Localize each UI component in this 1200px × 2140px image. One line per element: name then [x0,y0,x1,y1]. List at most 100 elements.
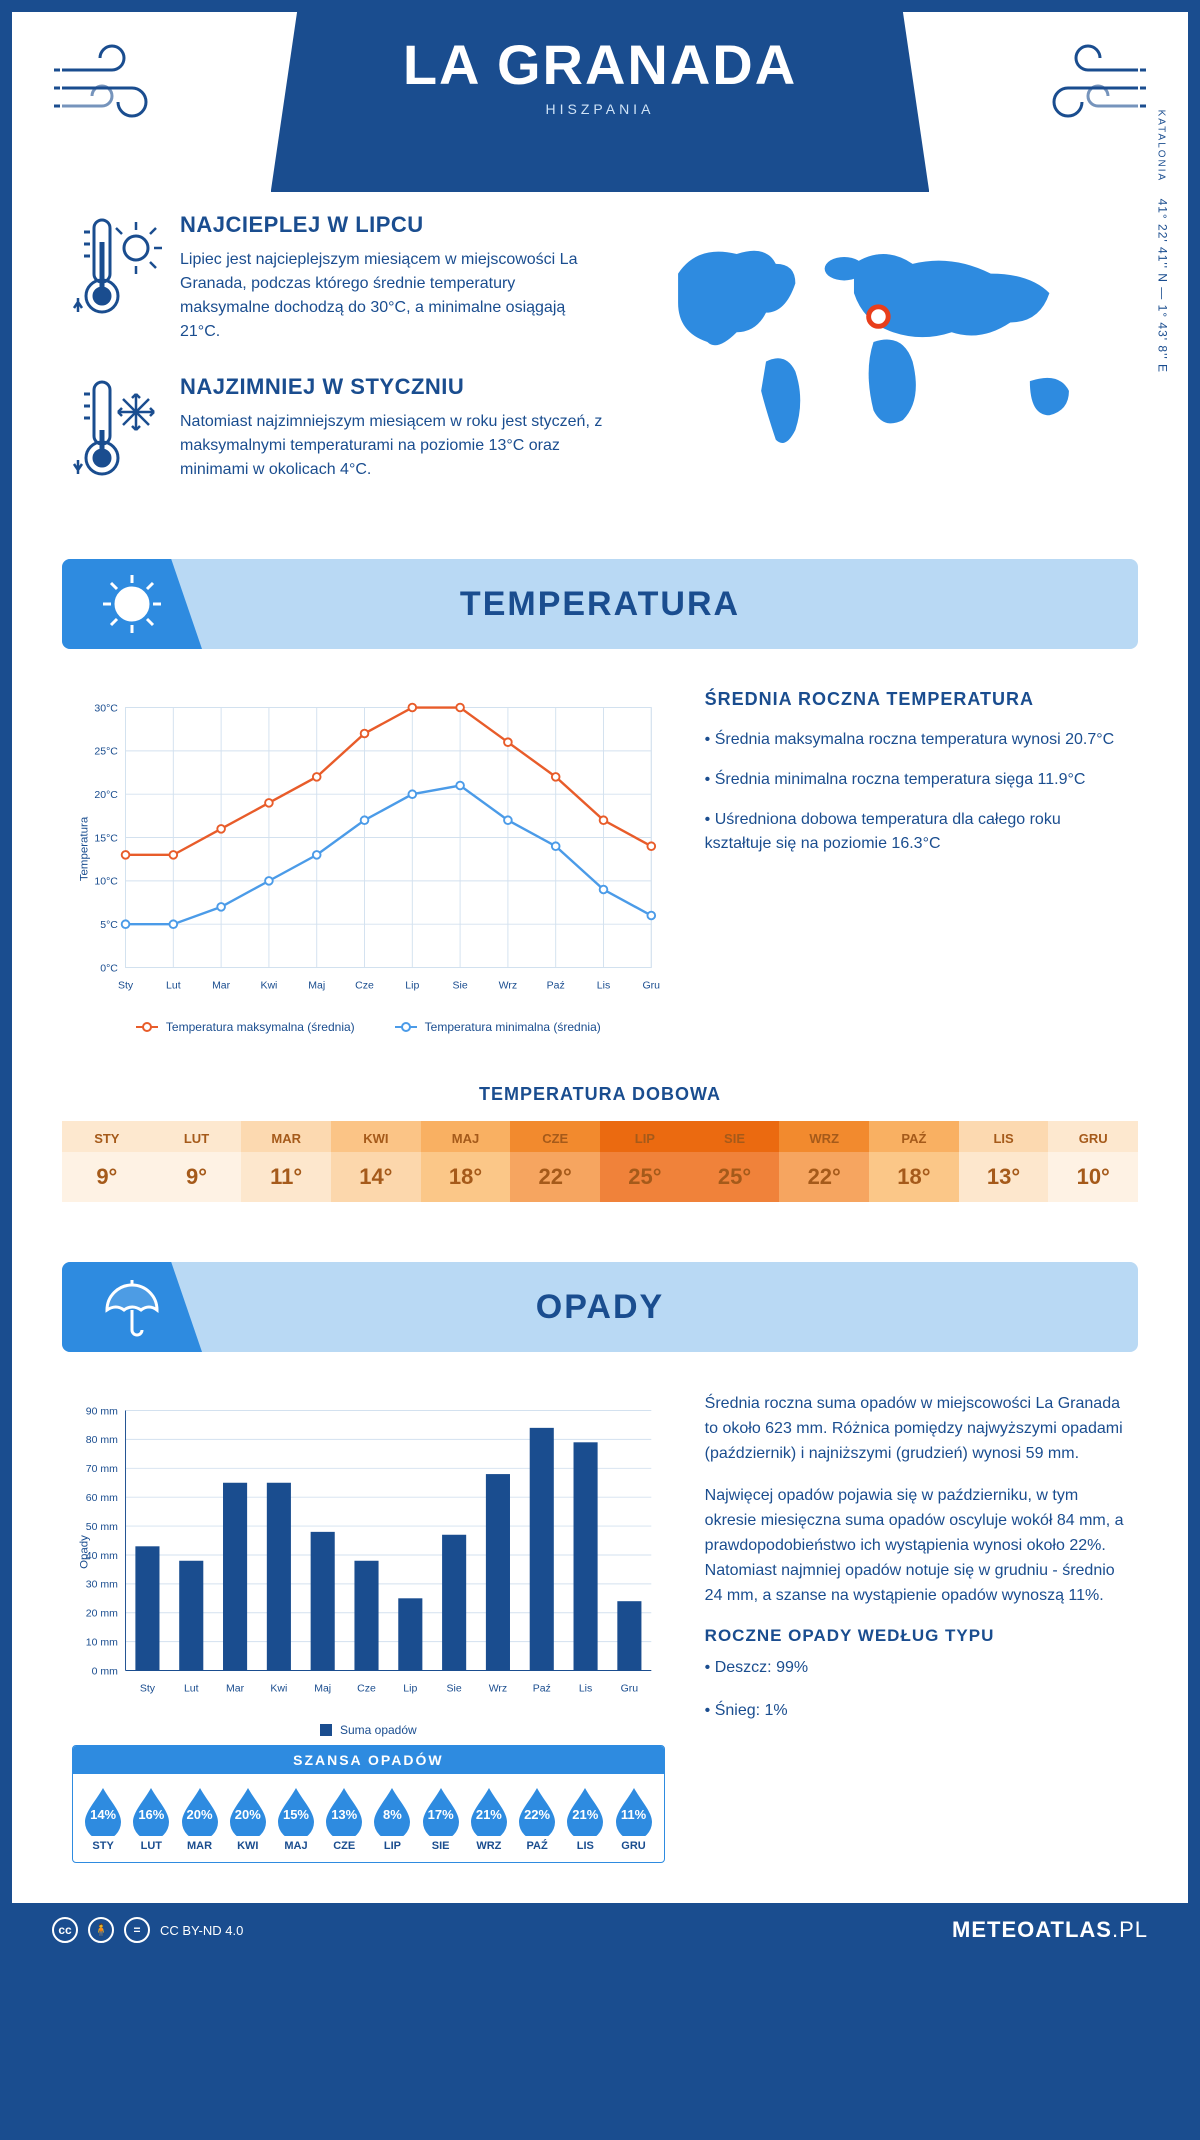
svg-text:Wrz: Wrz [499,980,517,992]
svg-text:30°C: 30°C [94,702,118,714]
svg-text:Sie: Sie [453,980,468,992]
svg-text:Sie: Sie [447,1683,462,1695]
chance-title: SZANSA OPADÓW [73,1746,664,1774]
svg-text:20°C: 20°C [94,789,118,801]
svg-text:Lut: Lut [166,980,181,992]
svg-text:Kwi: Kwi [260,980,277,992]
precip-p2: Najwięcej opadów pojawia się w październ… [705,1484,1128,1608]
umbrella-icon [62,1262,202,1352]
svg-text:Wrz: Wrz [489,1683,507,1695]
brand: METEOATLAS.PL [952,1917,1148,1943]
svg-text:90 mm: 90 mm [86,1405,118,1417]
daily-temp-title: TEMPERATURA DOBOWA [12,1084,1188,1105]
by-icon: 🧍 [88,1917,114,1943]
title-banner: LA GRANADA HISZPANIA [271,12,930,192]
chance-cell: 17%SIE [417,1784,465,1852]
svg-text:70 mm: 70 mm [86,1463,118,1475]
sun-icon [62,559,202,649]
daily-cell: LIP25° [600,1121,690,1202]
daily-cell: WRZ22° [779,1121,869,1202]
legend-max: Temperatura maksymalna (średnia) [136,1020,355,1034]
chance-cell: 20%KWI [224,1784,272,1852]
svg-text:Temperatura: Temperatura [78,816,90,881]
svg-text:0°C: 0°C [100,962,118,974]
svg-text:5°C: 5°C [100,919,118,931]
precip-type: • Śnieg: 1% [705,1699,1128,1724]
wind-icon [52,40,172,135]
daily-cell: SIE25° [690,1121,780,1202]
svg-text:Sty: Sty [140,1683,156,1695]
page-title: LA GRANADA [271,32,930,97]
region-label: KATALONIA [1155,109,1166,182]
thermometer-sun-icon [72,212,162,344]
svg-text:Kwi: Kwi [270,1683,287,1695]
svg-text:20 mm: 20 mm [86,1608,118,1620]
nd-icon: = [124,1917,150,1943]
svg-text:Lip: Lip [405,980,419,992]
svg-text:Cze: Cze [357,1683,376,1695]
chance-cell: 13%CZE [320,1784,368,1852]
precip-bar-chart: 0 mm10 mm20 mm30 mm40 mm50 mm60 mm70 mm8… [72,1392,665,1863]
daily-cell: KWI14° [331,1121,421,1202]
precip-section-header: OPADY [62,1262,1138,1352]
svg-text:Gru: Gru [621,1683,639,1695]
daily-cell: MAR11° [241,1121,331,1202]
chance-cell: 14%STY [79,1784,127,1852]
hottest-text: Lipiec jest najcieplejszym miesiącem w m… [180,248,609,344]
svg-text:Sty: Sty [118,980,134,992]
page-subtitle: HISZPANIA [271,101,930,117]
svg-text:40 mm: 40 mm [86,1550,118,1562]
precip-p1: Średnia roczna suma opadów w miejscowośc… [705,1392,1128,1466]
precip-chance-table: SZANSA OPADÓW 14%STY16%LUT20%MAR20%KWI15… [72,1745,665,1863]
chance-cell: 22%PAŹ [513,1784,561,1852]
svg-text:Paź: Paź [547,980,565,992]
svg-text:Mar: Mar [212,980,231,992]
svg-text:0 mm: 0 mm [92,1665,119,1677]
chance-cell: 21%LIS [561,1784,609,1852]
hottest-fact: NAJCIEPLEJ W LIPCU Lipiec jest najcieple… [72,212,609,344]
svg-text:10°C: 10°C [94,876,118,888]
daily-cell: LIS13° [959,1121,1049,1202]
daily-cell: GRU10° [1048,1121,1138,1202]
chance-cell: 16%LUT [127,1784,175,1852]
temp-bullet: • Uśredniona dobowa temperatura dla całe… [705,808,1128,856]
chance-cell: 21%WRZ [465,1784,513,1852]
world-map: KATALONIA 41° 22' 41'' N — 1° 43' 8'' E [639,212,1128,519]
svg-text:Paź: Paź [533,1683,551,1695]
intro-section: NAJCIEPLEJ W LIPCU Lipiec jest najcieple… [12,192,1188,559]
daily-temp-table: STY9°LUT9°MAR11°KWI14°MAJ18°CZE22°LIP25°… [62,1121,1138,1202]
precip-type: • Deszcz: 99% [705,1656,1128,1681]
chance-cell: 11%GRU [609,1784,657,1852]
coords-value: 41° 22' 41'' N — 1° 43' 8'' E [1155,198,1169,372]
svg-text:Lut: Lut [184,1683,199,1695]
svg-text:Mar: Mar [226,1683,245,1695]
svg-text:30 mm: 30 mm [86,1579,118,1591]
footer: cc 🧍 = CC BY-ND 4.0 METEOATLAS.PL [12,1903,1188,1957]
temperature-title: TEMPERATURA [202,585,1138,624]
license-text: CC BY-ND 4.0 [160,1923,243,1938]
coldest-fact: NAJZIMNIEJ W STYCZNIU Natomiast najzimni… [72,374,609,489]
svg-text:15°C: 15°C [94,832,118,844]
svg-text:25°C: 25°C [94,746,118,758]
daily-cell: CZE22° [510,1121,600,1202]
hottest-title: NAJCIEPLEJ W LIPCU [180,212,609,238]
legend-min: Temperatura minimalna (średnia) [395,1020,601,1034]
svg-text:Lis: Lis [579,1683,592,1695]
daily-cell: PAŹ18° [869,1121,959,1202]
daily-cell: LUT9° [152,1121,242,1202]
thermometer-snow-icon [72,374,162,489]
svg-text:Lip: Lip [403,1683,417,1695]
daily-cell: STY9° [62,1121,152,1202]
coordinates: KATALONIA 41° 22' 41'' N — 1° 43' 8'' E [1155,109,1169,372]
svg-text:80 mm: 80 mm [86,1434,118,1446]
chance-cell: 15%MAJ [272,1784,320,1852]
temperature-section-header: TEMPERATURA [62,559,1138,649]
chance-cell: 20%MAR [175,1784,223,1852]
svg-text:Gru: Gru [643,980,661,992]
chance-cell: 8%LIP [368,1784,416,1852]
precip-summary: Średnia roczna suma opadów w miejscowośc… [705,1392,1128,1863]
svg-text:Maj: Maj [308,980,325,992]
svg-text:Lis: Lis [597,980,610,992]
svg-text:50 mm: 50 mm [86,1521,118,1533]
cc-icon: cc [52,1917,78,1943]
